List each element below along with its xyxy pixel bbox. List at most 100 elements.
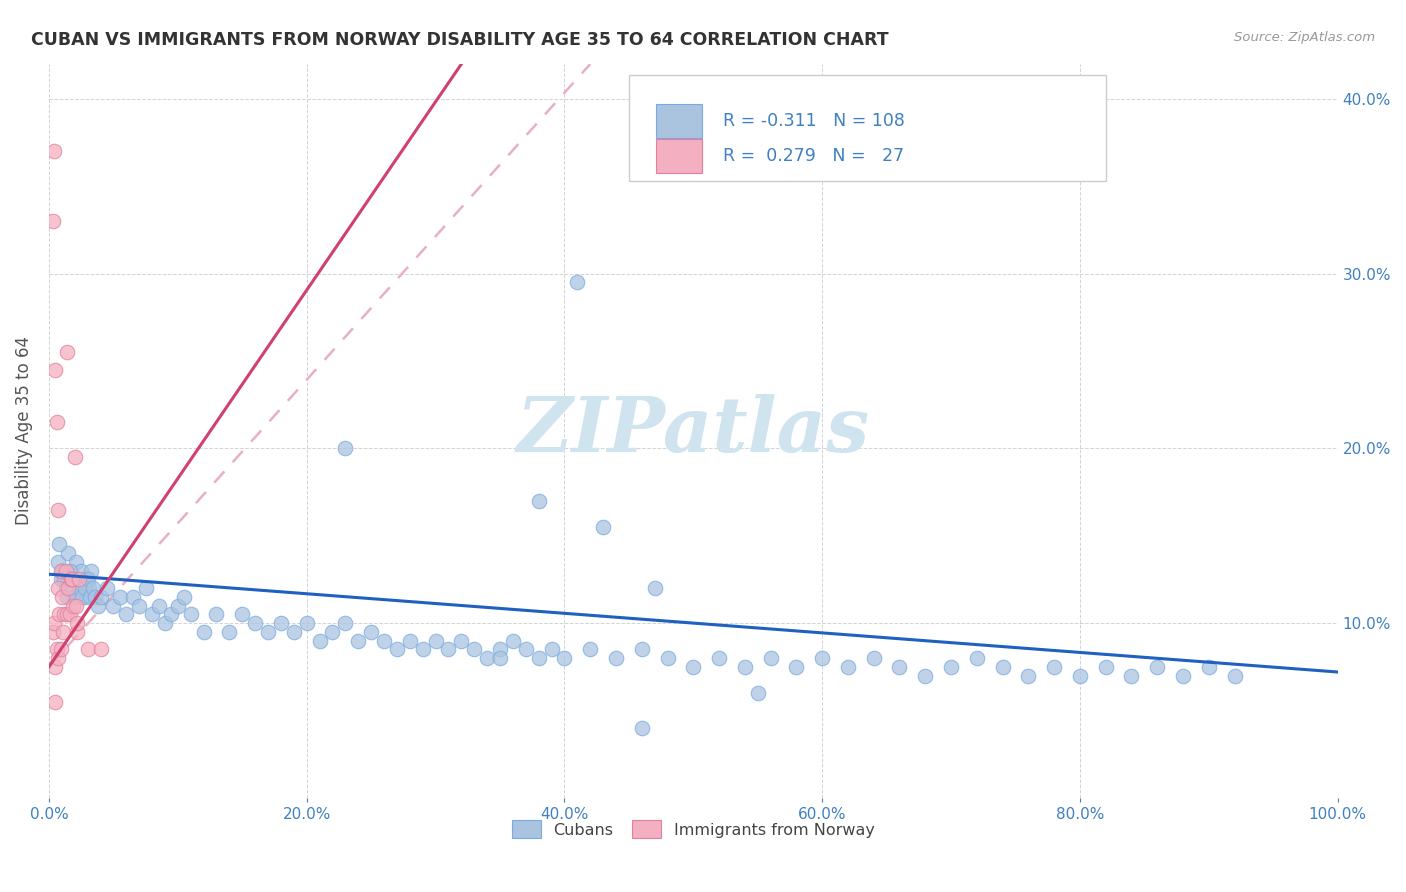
Point xyxy=(966,651,988,665)
Point xyxy=(862,651,884,665)
Point xyxy=(425,633,447,648)
Point xyxy=(335,442,357,456)
Point xyxy=(65,555,87,569)
Point xyxy=(489,651,512,665)
Point xyxy=(87,599,110,613)
Point xyxy=(55,564,77,578)
Point xyxy=(914,668,936,682)
Point xyxy=(53,573,76,587)
Point xyxy=(1043,659,1066,673)
Point xyxy=(243,616,266,631)
Point xyxy=(630,642,652,657)
Point xyxy=(59,573,82,587)
Text: R =  0.279   N =   27: R = 0.279 N = 27 xyxy=(723,147,904,165)
Point xyxy=(58,564,80,578)
Point xyxy=(56,607,79,622)
Point xyxy=(48,607,70,622)
Point xyxy=(42,616,65,631)
Point xyxy=(1069,668,1091,682)
Point xyxy=(373,633,395,648)
Point xyxy=(398,633,420,648)
Point xyxy=(991,659,1014,673)
Point xyxy=(166,599,188,613)
Point xyxy=(811,651,834,665)
Point xyxy=(63,590,86,604)
Point xyxy=(66,573,89,587)
Point xyxy=(1198,659,1220,673)
Point xyxy=(44,695,66,709)
Point xyxy=(60,573,83,587)
Point xyxy=(52,624,75,639)
Point xyxy=(759,651,782,665)
Point xyxy=(1017,668,1039,682)
Point xyxy=(49,564,72,578)
Point xyxy=(173,590,195,604)
Point xyxy=(605,651,627,665)
Point xyxy=(103,599,125,613)
Point xyxy=(193,624,215,639)
Point xyxy=(46,581,69,595)
Point xyxy=(335,616,357,631)
Point xyxy=(475,651,498,665)
Point xyxy=(1171,668,1194,682)
Point xyxy=(65,599,87,613)
Point xyxy=(1146,659,1168,673)
Point xyxy=(89,590,111,604)
Point xyxy=(128,599,150,613)
Point xyxy=(218,624,240,639)
Point xyxy=(347,633,370,648)
Point xyxy=(72,590,94,604)
FancyBboxPatch shape xyxy=(657,139,703,173)
Point xyxy=(73,590,96,604)
Point xyxy=(58,607,80,622)
Point xyxy=(48,537,70,551)
Point xyxy=(295,616,318,631)
Point xyxy=(515,642,537,657)
Y-axis label: Disability Age 35 to 64: Disability Age 35 to 64 xyxy=(15,336,32,525)
Point xyxy=(82,581,104,595)
Point xyxy=(49,642,72,657)
Point xyxy=(79,590,101,604)
Point xyxy=(84,590,107,604)
Point xyxy=(502,633,524,648)
Point xyxy=(73,581,96,595)
Point xyxy=(308,633,330,648)
Point xyxy=(59,573,82,587)
Point xyxy=(115,607,138,622)
Point xyxy=(135,581,157,595)
Point xyxy=(70,564,93,578)
Point xyxy=(1223,668,1246,682)
Point xyxy=(463,642,485,657)
Point xyxy=(63,450,86,464)
Text: Source: ZipAtlas.com: Source: ZipAtlas.com xyxy=(1234,31,1375,45)
Point xyxy=(58,546,80,560)
Point xyxy=(283,624,305,639)
Point xyxy=(76,642,98,657)
Point xyxy=(53,607,76,622)
Point xyxy=(657,651,679,665)
Point xyxy=(231,607,253,622)
Point xyxy=(553,651,575,665)
Point xyxy=(89,642,111,657)
Point xyxy=(148,599,170,613)
Text: R = -0.311   N = 108: R = -0.311 N = 108 xyxy=(723,112,905,130)
Point xyxy=(52,564,75,578)
Point xyxy=(45,415,67,429)
Point xyxy=(592,520,614,534)
Point xyxy=(734,659,756,673)
Point xyxy=(257,624,280,639)
Point xyxy=(889,659,911,673)
Text: CUBAN VS IMMIGRANTS FROM NORWAY DISABILITY AGE 35 TO 64 CORRELATION CHART: CUBAN VS IMMIGRANTS FROM NORWAY DISABILI… xyxy=(31,31,889,49)
Point xyxy=(42,145,65,159)
Point xyxy=(540,642,562,657)
Point xyxy=(707,651,730,665)
Point xyxy=(682,659,704,673)
Point xyxy=(360,624,382,639)
Point xyxy=(1094,659,1116,673)
Point xyxy=(62,599,84,613)
Point xyxy=(579,642,602,657)
Point xyxy=(51,564,73,578)
Point xyxy=(270,616,292,631)
Point xyxy=(450,633,472,648)
Point xyxy=(141,607,163,622)
